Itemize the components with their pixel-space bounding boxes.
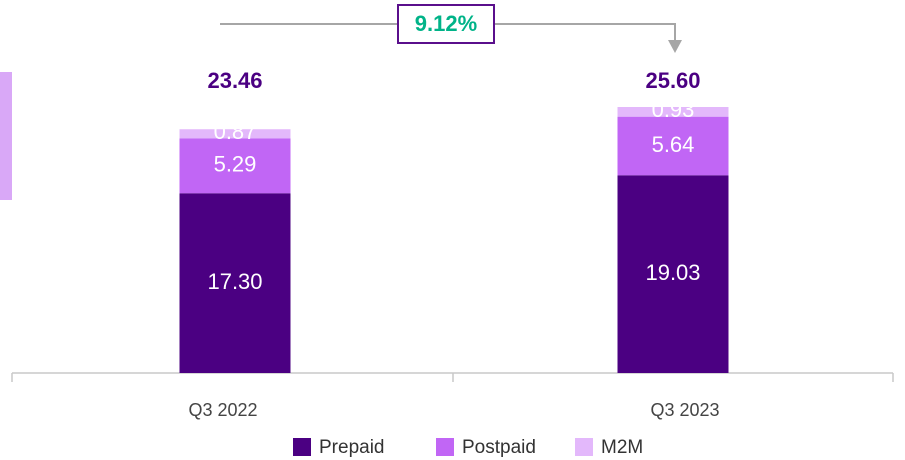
annotation-box — [397, 4, 495, 44]
data-label: 17.30 — [207, 269, 262, 294]
total-label: 23.46 — [207, 68, 262, 93]
bar-segment — [179, 193, 291, 373]
total-label: 25.60 — [645, 68, 700, 93]
arrow-head — [668, 40, 682, 53]
data-label: 5.29 — [214, 152, 257, 177]
legend-swatch — [436, 438, 454, 456]
legend-label: Postpaid — [462, 437, 536, 458]
data-label: 0.93 — [652, 97, 695, 122]
legend-swatch — [293, 438, 311, 456]
data-label: 0.87 — [214, 119, 257, 144]
data-label: 19.03 — [645, 260, 700, 285]
growth-arrow — [220, 23, 676, 42]
bar-segment — [617, 116, 729, 176]
bar-segment — [617, 175, 729, 373]
annotation: 9.12% — [415, 11, 477, 36]
legend-label: M2M — [601, 437, 643, 458]
decor — [0, 72, 12, 200]
legend-label: Prepaid — [319, 437, 385, 458]
axis — [11, 372, 894, 382]
x-tick-label: Q3 2022 — [188, 400, 257, 420]
data-label: 5.64 — [652, 132, 695, 157]
bar-segment — [617, 107, 729, 117]
legend-swatch — [575, 438, 593, 456]
x-tick-label: Q3 2023 — [650, 400, 719, 420]
bar-segment — [179, 129, 291, 139]
bar-segment — [179, 138, 291, 194]
